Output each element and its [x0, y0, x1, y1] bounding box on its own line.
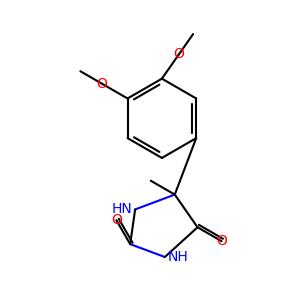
Text: O: O: [216, 234, 227, 248]
Text: O: O: [111, 213, 122, 227]
Text: HN: HN: [111, 202, 132, 216]
Text: NH: NH: [168, 250, 189, 264]
Text: O: O: [173, 47, 184, 61]
Text: O: O: [96, 76, 107, 91]
